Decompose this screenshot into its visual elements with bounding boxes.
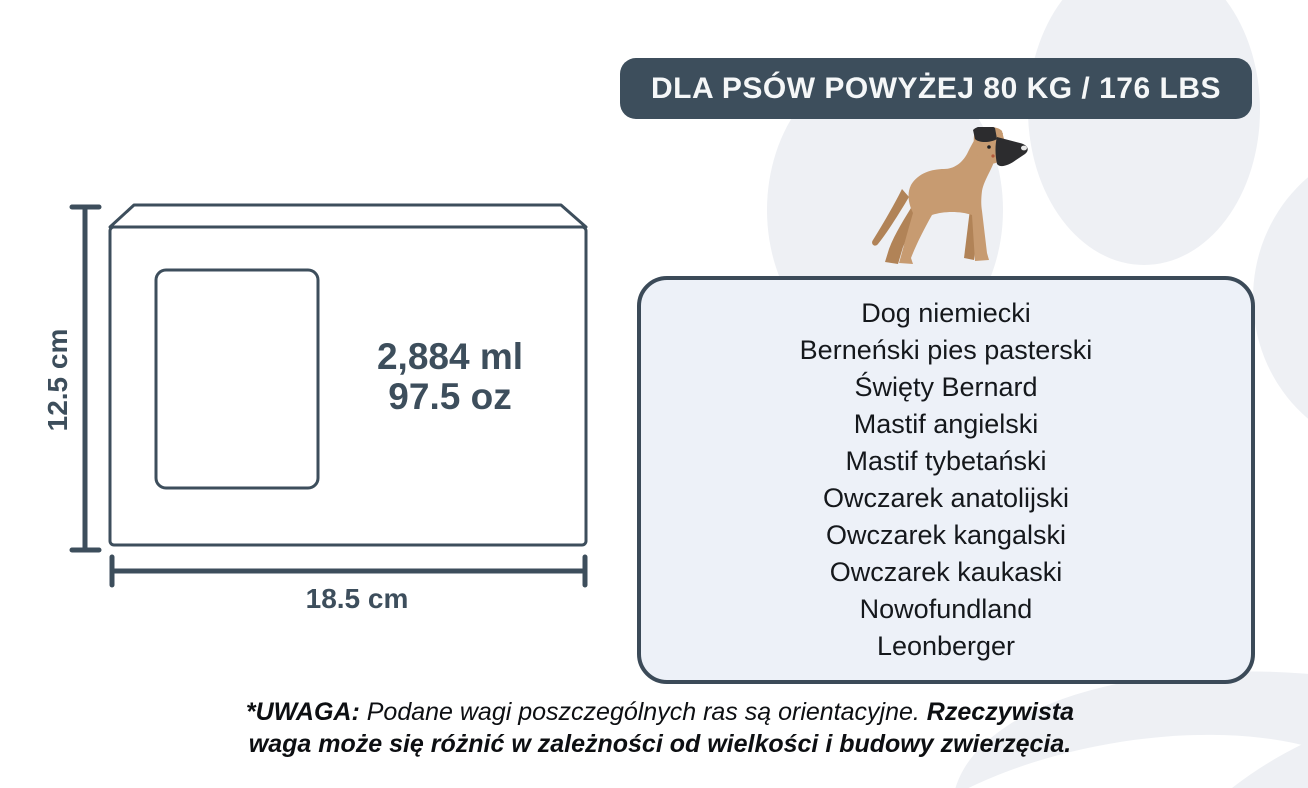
height-label: 12.5 cm (42, 328, 73, 432)
dog-eye (987, 145, 991, 149)
dog-muzzle (995, 137, 1028, 167)
note-prefix: *UWAGA: (245, 698, 360, 726)
dog-nose-tip (1021, 145, 1027, 151)
capacity-oz: 97.5 oz (388, 376, 512, 417)
disclaimer-note: *UWAGA: Podane wagi poszczególnych ras s… (230, 696, 1090, 760)
breed-list-panel: Dog niemiecki Berneński pies pasterski Ś… (637, 276, 1255, 684)
capacity-ml: 2,884 ml (376, 336, 524, 377)
banner-title: DLA PSÓW POWYŻEJ 80 KG / 176 LBS (650, 71, 1221, 105)
height-dimension-line (69, 204, 102, 553)
note-text: Podane wagi poszczególnych ras są orient… (366, 698, 920, 726)
container-window (154, 268, 320, 490)
dog-ear (973, 127, 997, 142)
capacity-label: 2,884 ml 97.5 oz (320, 337, 580, 417)
breed-item: Mastif tybetański (845, 446, 1047, 476)
breed-item: Dog niemiecki (861, 298, 1031, 328)
breed-item: Owczarek anatolijski (822, 483, 1070, 513)
dog-body (899, 132, 1003, 264)
breed-item: Mastif angielski (853, 409, 1039, 439)
breed-item: Berneński pies pasterski (799, 335, 1093, 365)
paw-toe-shape (1028, 0, 1260, 265)
breed-item: Owczarek kangalski (825, 520, 1067, 550)
note-bold-text: Rzeczywista waga może się różnić w zależ… (248, 698, 1075, 758)
container-top-face (108, 203, 588, 229)
width-label: 18.5 cm (305, 583, 409, 614)
width-dimension-line (109, 554, 588, 588)
breed-item: Leonberger (876, 631, 1016, 661)
breed-item: Owczarek kaukaski (829, 557, 1063, 587)
great-dane-illustration (872, 127, 1028, 264)
breed-item: Święty Bernard (854, 372, 1038, 402)
dog-cheek-dot (991, 154, 995, 158)
dog-tail (872, 189, 909, 246)
breed-item: Nowofundland (859, 594, 1033, 624)
size-category-banner: DLA PSÓW POWYŻEJ 80 KG / 176 LBS (620, 58, 1252, 119)
